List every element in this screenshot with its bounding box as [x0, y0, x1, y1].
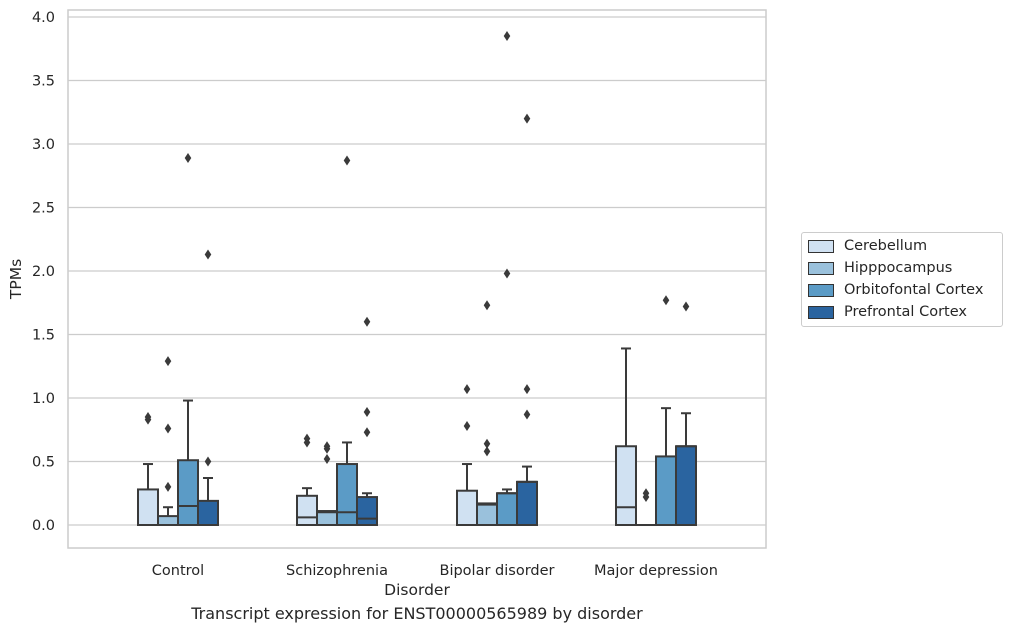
- x-tick-label: Major depression: [594, 563, 718, 579]
- outlier-point: [483, 438, 491, 449]
- outlier-point: [303, 433, 311, 444]
- outlier-point: [523, 384, 531, 395]
- y-tick-label: 3.5: [32, 74, 55, 90]
- outlier-point: [363, 406, 371, 417]
- legend-item-hippocampus: Hipppocampus: [808, 257, 952, 279]
- legend-label-cerebellum: Cerebellum: [844, 238, 928, 254]
- box-group: [177, 152, 199, 527]
- box-group: [655, 295, 677, 527]
- box-group: [197, 249, 219, 526]
- box-iqr: [476, 502, 498, 527]
- box-iqr: [157, 515, 179, 526]
- outlier-point: [463, 384, 471, 395]
- box-iqr: [615, 445, 637, 527]
- legend-item-prefrontal: Prefrontal Cortex: [808, 301, 967, 323]
- box-iqr: [197, 499, 219, 526]
- box-iqr: [456, 489, 478, 526]
- legend-item-orbitofrontal: Orbitofontal Cortex: [808, 279, 983, 301]
- legend-swatch-hippocampus: [808, 261, 834, 275]
- box-group: [456, 384, 478, 526]
- x-tick-label: Bipolar disorder: [440, 563, 555, 579]
- legend-label-prefrontal: Prefrontal Cortex: [844, 304, 967, 320]
- y-axis-label: TPMs: [7, 259, 25, 300]
- outlier-point: [483, 300, 491, 311]
- y-tick-label: 2.0: [32, 264, 55, 280]
- outlier-point: [184, 152, 192, 163]
- figure-caption: Transcript expression for ENST0000056598…: [191, 604, 643, 623]
- legend-item-cerebellum: Cerebellum: [808, 235, 927, 257]
- legend-swatch-orbitofrontal: [808, 283, 834, 297]
- outlier-point: [204, 249, 212, 260]
- legend-swatch-cerebellum: [808, 239, 834, 253]
- box-iqr: [655, 455, 677, 527]
- box-group: [516, 113, 538, 527]
- box-iqr: [496, 492, 518, 526]
- outlier-point: [363, 316, 371, 327]
- y-tick-label: 3.0: [32, 137, 55, 153]
- y-tick-label: 0.5: [32, 455, 55, 471]
- box-iqr: [356, 496, 378, 526]
- box-group: [296, 433, 318, 527]
- y-tick-label: 1.0: [32, 391, 55, 407]
- legend-label-hippocampus: Hipppocampus: [844, 260, 953, 276]
- box-group: [336, 155, 358, 527]
- plot-area-frame: [67, 9, 767, 549]
- y-tick-label: 0.0: [32, 518, 55, 534]
- outlier-point: [483, 446, 491, 457]
- outlier-point: [343, 155, 351, 166]
- outlier-point: [463, 420, 471, 431]
- boxes: [137, 31, 697, 527]
- outlier-point: [164, 481, 172, 492]
- y-tick-label: 2.5: [32, 201, 55, 217]
- y-tick-label: 4.0: [32, 10, 55, 26]
- y-tick-label: 1.5: [32, 328, 55, 344]
- outlier-point: [662, 295, 670, 306]
- outlier-point: [503, 268, 511, 279]
- outlier-point: [144, 412, 152, 423]
- outlier-point: [323, 441, 331, 452]
- box-iqr: [336, 463, 358, 527]
- outlier-point: [363, 427, 371, 438]
- legend-swatch-prefrontal: [808, 305, 834, 319]
- gridlines: [68, 16, 766, 526]
- box-iqr: [296, 494, 318, 527]
- legend-label-orbitofrontal: Orbitofontal Cortex: [844, 282, 984, 298]
- legend: Cerebellum Hipppocampus Orbitofontal Cor…: [801, 232, 1003, 327]
- outlier-point: [642, 488, 650, 499]
- box-group: [316, 441, 338, 526]
- outlier-point: [323, 453, 331, 464]
- box-group: [496, 31, 518, 526]
- box-group: [635, 488, 657, 527]
- box-iqr: [177, 459, 199, 527]
- outlier-point: [523, 409, 531, 420]
- x-tick-labels: Control Schizophrenia Bipolar disorder Majo…: [152, 563, 718, 579]
- box-iqr: [675, 445, 697, 527]
- box-group: [476, 300, 498, 527]
- box-group: [356, 316, 378, 526]
- box-group: [137, 412, 159, 527]
- box-group: [157, 356, 179, 526]
- outlier-point: [682, 301, 690, 312]
- outlier-point: [503, 31, 511, 42]
- box-iqr: [137, 488, 159, 527]
- x-tick-label: Control: [152, 563, 204, 579]
- x-tick-label: Schizophrenia: [286, 563, 388, 579]
- box-iqr: [516, 480, 538, 527]
- outlier-point: [523, 113, 531, 124]
- x-axis-label: Disorder: [384, 581, 450, 599]
- y-tick-labels: 0.0 0.5 1.0 1.5 2.0 2.5 3.0 3.5 4.0: [32, 10, 55, 534]
- outlier-point: [164, 356, 172, 367]
- outlier-point: [204, 456, 212, 467]
- outlier-point: [164, 423, 172, 434]
- box-group: [675, 301, 697, 527]
- box-group: [615, 347, 637, 527]
